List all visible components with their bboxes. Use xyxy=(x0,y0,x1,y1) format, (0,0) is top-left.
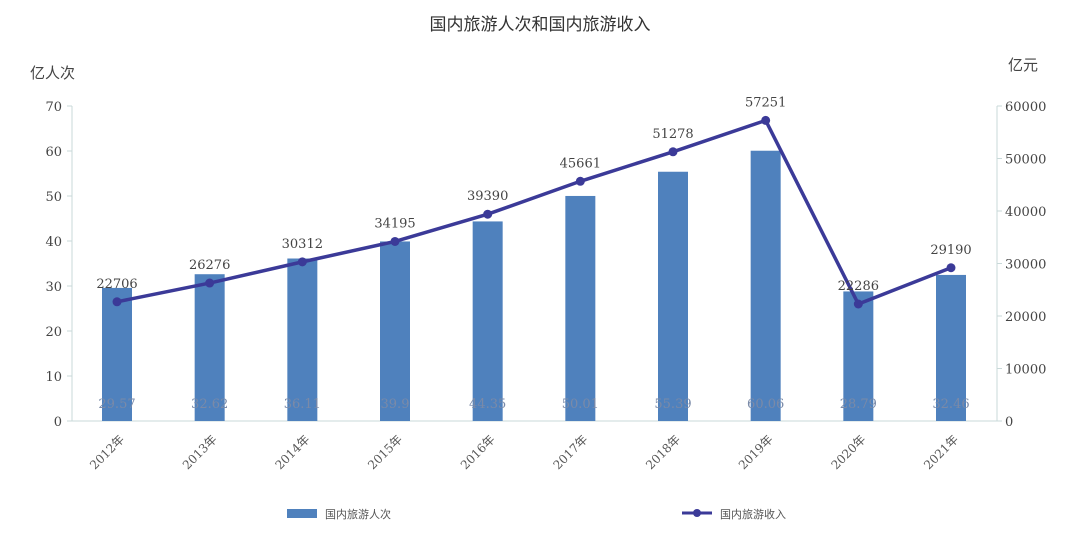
x-tick-label: 2013年 xyxy=(180,432,220,472)
right-tick-label: 60000 xyxy=(1005,100,1046,115)
bar-label: 28.79 xyxy=(840,397,877,412)
line-point xyxy=(761,115,771,125)
line-point xyxy=(483,209,493,219)
line-label: 39390 xyxy=(467,189,508,204)
legend-bar-label: 国内旅游人次 xyxy=(325,507,391,521)
line-label: 51278 xyxy=(652,127,693,142)
bar xyxy=(936,274,966,421)
line-label: 45661 xyxy=(560,156,601,171)
x-tick-label: 2012年 xyxy=(87,432,127,472)
bar xyxy=(194,274,225,421)
line-label: 57251 xyxy=(745,95,786,110)
right-tick-label: 0 xyxy=(1005,415,1013,430)
line-point xyxy=(112,297,122,307)
chart-title: 国内旅游人次和国内旅游收入 xyxy=(430,15,651,35)
x-tick-label: 2020年 xyxy=(828,432,868,472)
bar xyxy=(380,241,410,421)
left-tick-label: 40 xyxy=(45,235,62,250)
right-tick-label: 30000 xyxy=(1005,258,1046,273)
legend-line-marker xyxy=(693,509,701,517)
right-tick-label: 20000 xyxy=(1005,310,1046,325)
left-tick-label: 10 xyxy=(45,370,62,385)
bar-label: 55.39 xyxy=(654,397,691,412)
line-point xyxy=(390,236,400,246)
legend-bar-swatch xyxy=(287,509,317,518)
bar-label: 32.62 xyxy=(191,397,228,412)
x-tick-label: 2015年 xyxy=(365,432,405,472)
line-label: 30312 xyxy=(282,237,323,252)
x-tick-label: 2019年 xyxy=(736,432,776,472)
right-tick-label: 50000 xyxy=(1005,153,1046,168)
bar-label: 32.46 xyxy=(932,397,969,412)
bar xyxy=(843,291,874,421)
bar xyxy=(658,171,688,421)
legend-line-label: 国内旅游收入 xyxy=(720,507,786,521)
right-tick-label: 40000 xyxy=(1005,205,1046,220)
line-point xyxy=(668,147,678,157)
x-tick-label: 2021年 xyxy=(921,432,961,472)
left-tick-label: 70 xyxy=(45,100,62,115)
bar-label: 29.57 xyxy=(98,397,135,412)
legend: 国内旅游人次 国内旅游收入 xyxy=(287,507,786,521)
bar xyxy=(750,150,781,422)
line-label: 29190 xyxy=(930,243,971,258)
bar xyxy=(565,195,596,421)
line-label: 34195 xyxy=(374,216,415,231)
line-label: 26276 xyxy=(189,258,230,273)
bar xyxy=(472,221,503,421)
bar-label: 36.11 xyxy=(284,397,321,412)
left-axis-label: 亿人次 xyxy=(30,64,75,82)
bar-label: 39.9 xyxy=(381,397,410,412)
x-tick-label: 2014年 xyxy=(272,432,312,472)
x-tick-label: 2017年 xyxy=(550,432,590,472)
left-tick-label: 20 xyxy=(45,325,62,340)
line-point xyxy=(205,278,215,288)
line-point xyxy=(297,257,307,267)
line-series xyxy=(116,118,952,307)
left-tick-label: 30 xyxy=(45,280,62,295)
bar-label: 44.35 xyxy=(469,397,506,412)
left-tick-label: 60 xyxy=(45,145,62,160)
right-tick-label: 10000 xyxy=(1005,363,1046,378)
line-point xyxy=(575,176,585,186)
x-tick-label: 2018年 xyxy=(643,432,683,472)
bar xyxy=(102,287,132,421)
bar xyxy=(287,258,318,421)
right-axis-label: 亿元 xyxy=(1008,56,1038,74)
line-label: 22286 xyxy=(838,279,879,294)
bar-label: 50.01 xyxy=(562,397,599,412)
x-tick-label: 2016年 xyxy=(458,432,498,472)
line-label: 22706 xyxy=(96,277,137,292)
line-point xyxy=(853,299,863,309)
bar-label: 60.06 xyxy=(747,397,784,412)
left-tick-label: 0 xyxy=(54,415,62,430)
line-point xyxy=(946,263,956,273)
left-tick-label: 50 xyxy=(45,190,62,205)
